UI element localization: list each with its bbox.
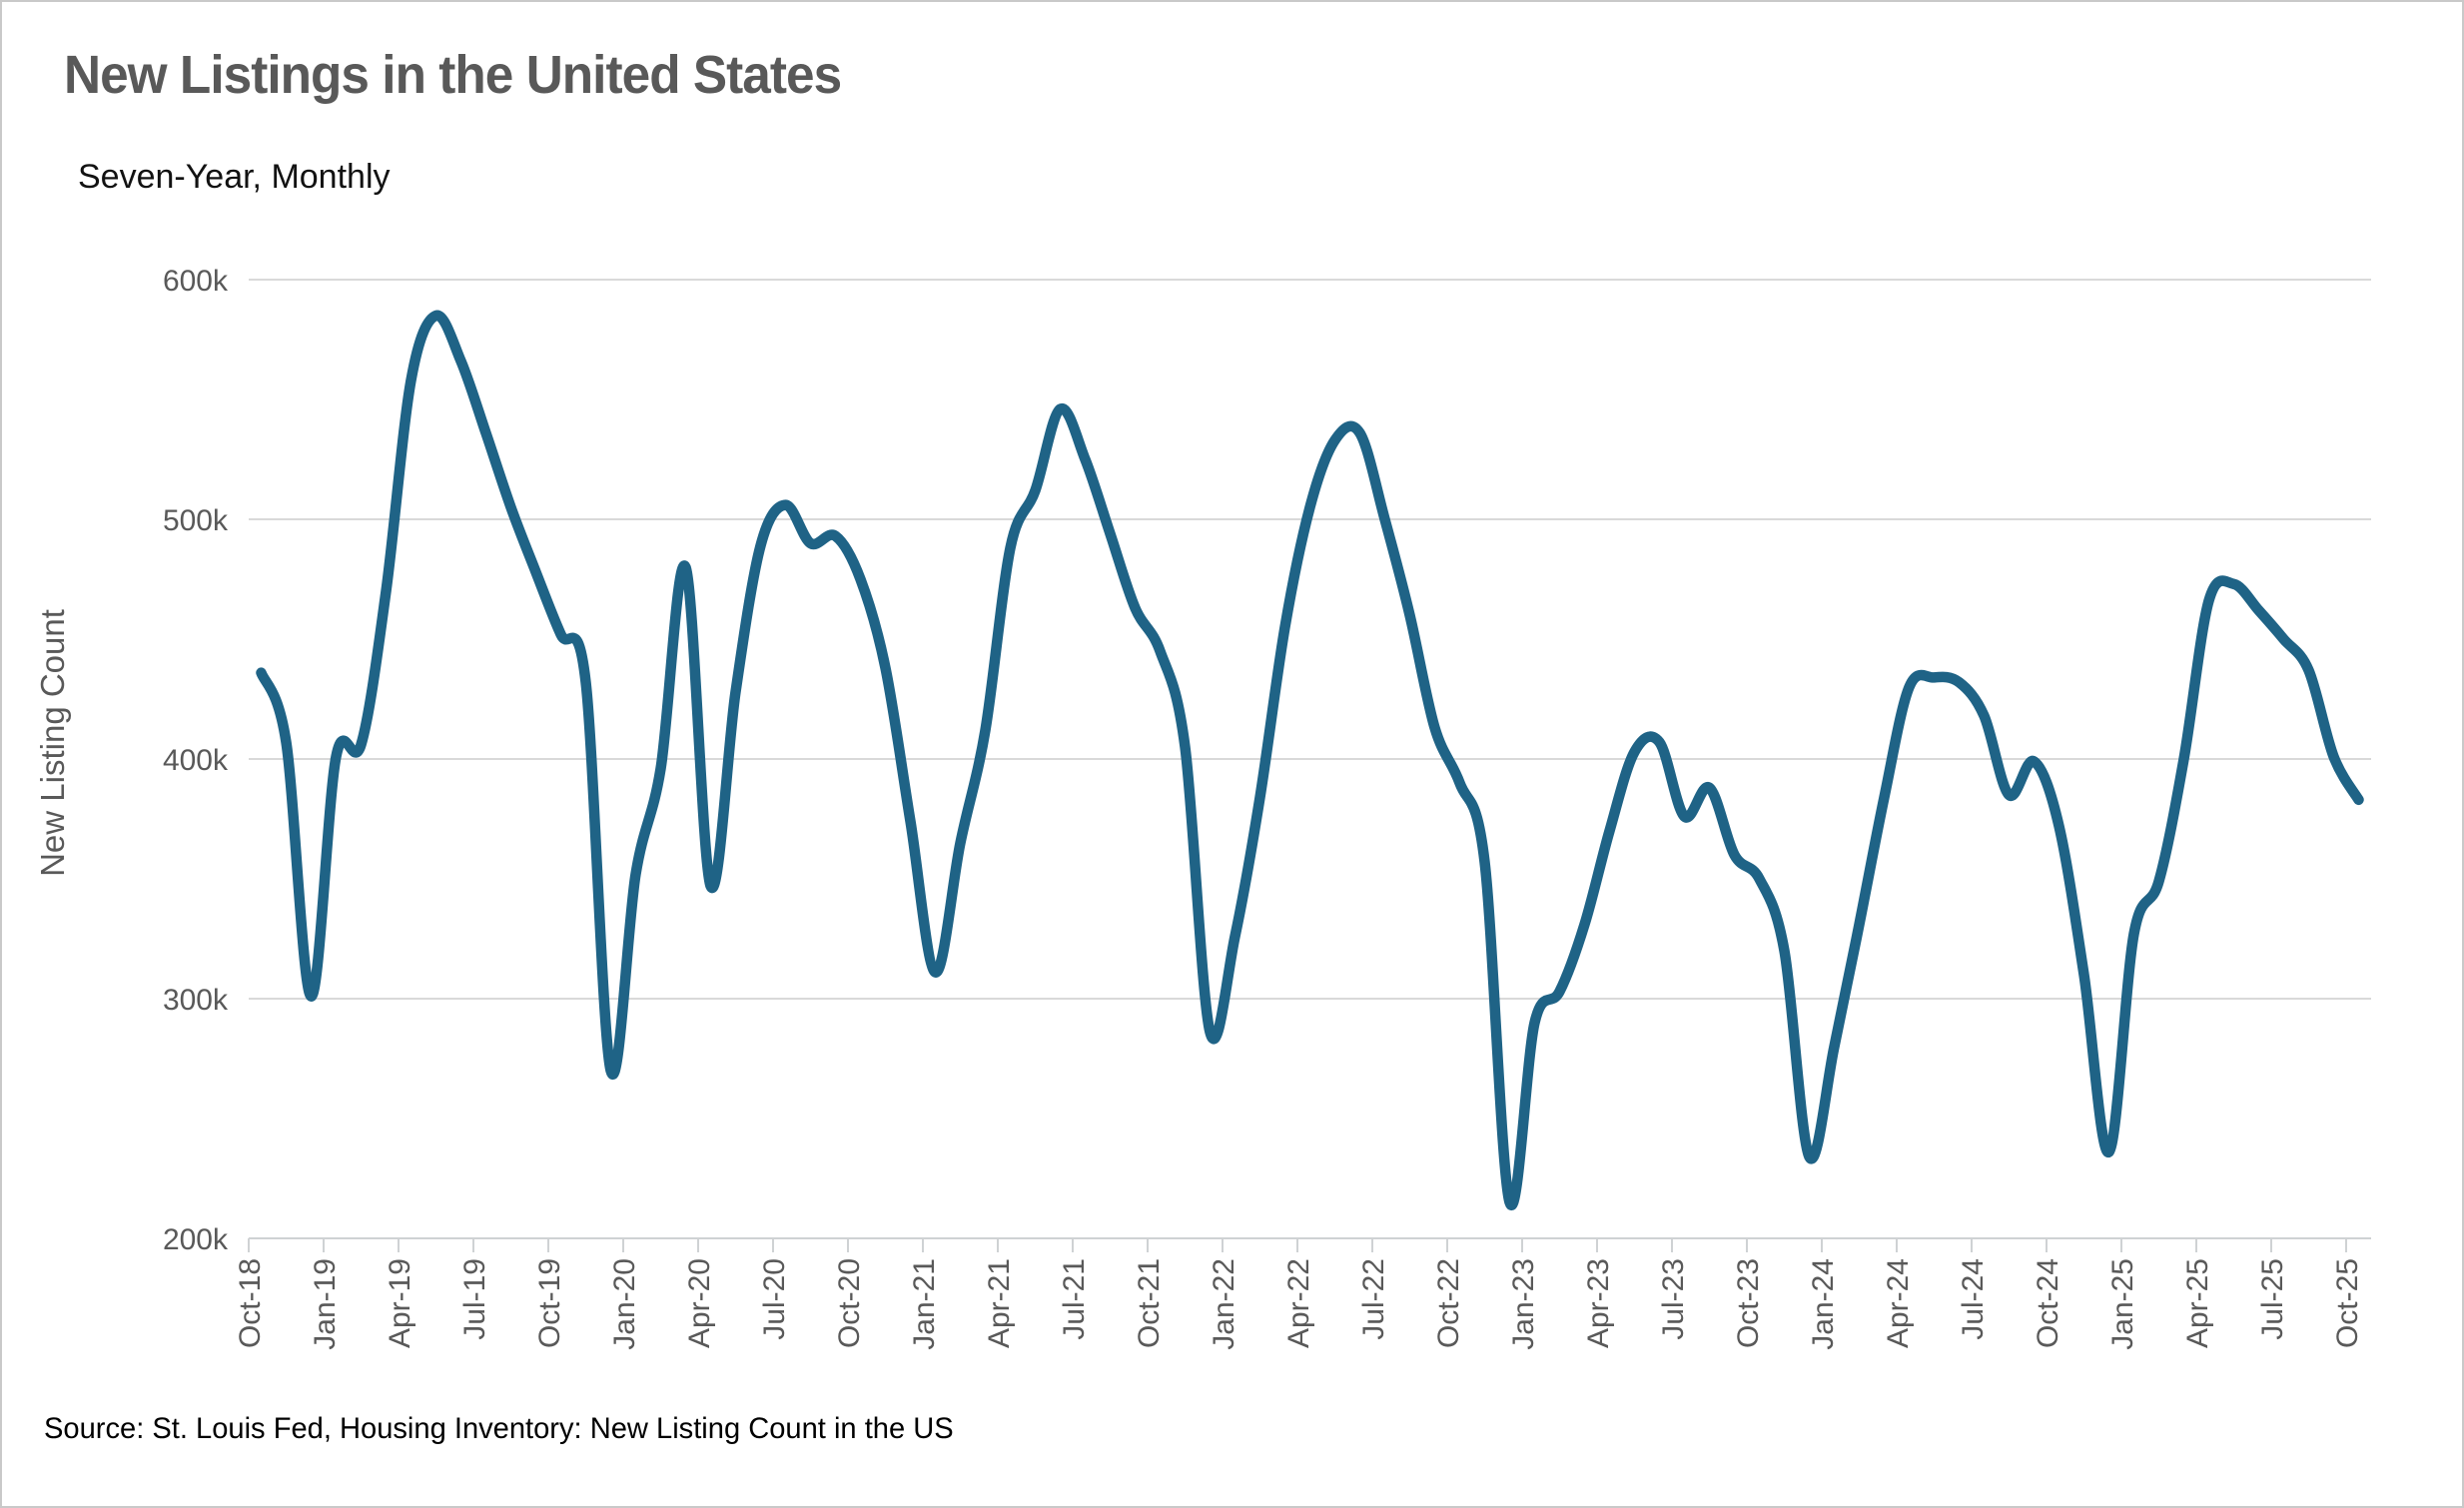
x-tick-label: Jul-23 — [1657, 1258, 1690, 1340]
x-tick-label: Jul-24 — [1957, 1258, 1990, 1340]
x-tick-label: Apr-21 — [983, 1258, 1016, 1348]
x-tick-label: Jul-19 — [458, 1258, 491, 1340]
y-axis-title: New Listing Count — [34, 609, 71, 877]
y-tick-label: 500k — [163, 504, 229, 537]
x-tick-label: Jan-22 — [1208, 1258, 1240, 1350]
x-axis — [248, 1238, 2347, 1252]
x-tick-label: Oct-23 — [1732, 1258, 1765, 1348]
x-axis-labels: Oct-18 Jan-19 Apr-19 Jul-19 Oct-19 Jan-20 Apr-… — [234, 1258, 2364, 1350]
x-tick-label: Oct-21 — [1133, 1258, 1166, 1348]
x-tick-label: Apr-23 — [1582, 1258, 1615, 1348]
gridlines — [249, 279, 2371, 1239]
x-tick-label: Jul-21 — [1058, 1258, 1091, 1340]
series-line — [256, 310, 2364, 1211]
y-axis-labels: 200k 300k 400k 500k 600k — [163, 265, 229, 1256]
x-tick-label: Oct-22 — [1432, 1258, 1465, 1348]
source-note: Source: St. Louis Fed, Housing Inventory… — [44, 1412, 954, 1445]
x-tick-label: Apr-24 — [1882, 1258, 1915, 1348]
x-tick-label: Jan-24 — [1807, 1258, 1840, 1350]
chart-title: New Listings in the United States — [64, 45, 842, 105]
x-tick-label: Jan-21 — [908, 1258, 941, 1350]
x-tick-label: Apr-20 — [683, 1258, 716, 1348]
y-tick-label: 400k — [163, 744, 229, 777]
chart-subtitle: Seven-Year, Monthly — [78, 158, 391, 196]
x-tick-label: Jul-22 — [1357, 1258, 1390, 1340]
x-tick-label: Oct-24 — [2032, 1258, 2064, 1348]
x-tick-label: Jan-19 — [309, 1258, 342, 1350]
x-tick-label: Jan-23 — [1507, 1258, 1540, 1350]
x-tick-label: Jul-20 — [758, 1258, 791, 1340]
x-tick-label: Apr-22 — [1282, 1258, 1315, 1348]
x-tick-label: Oct-25 — [2331, 1258, 2364, 1348]
x-tick-label: Jul-25 — [2256, 1258, 2289, 1340]
y-tick-label: 200k — [163, 1223, 229, 1256]
y-tick-label: 300k — [163, 984, 229, 1017]
x-tick-label: Oct-18 — [234, 1258, 267, 1348]
x-tick-label: Apr-25 — [2181, 1258, 2214, 1348]
x-tick-label: Apr-19 — [384, 1258, 416, 1348]
x-tick-label: Oct-19 — [533, 1258, 566, 1348]
y-tick-label: 600k — [163, 265, 229, 298]
x-tick-label: Oct-20 — [833, 1258, 866, 1348]
x-tick-label: Jan-20 — [608, 1258, 641, 1350]
x-tick-label: Jan-25 — [2106, 1258, 2139, 1350]
